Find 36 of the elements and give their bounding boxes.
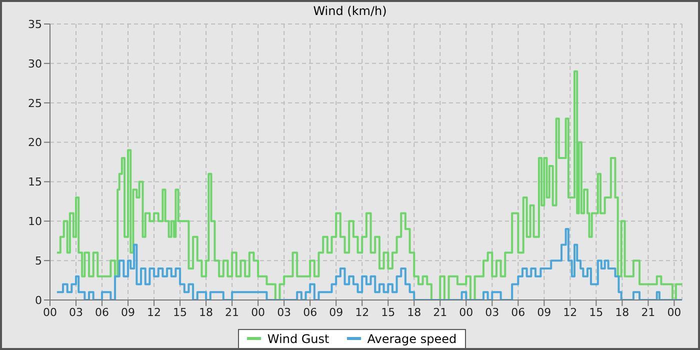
x-tick-label: 21 <box>433 306 448 319</box>
x-tick-label: 09 <box>329 306 344 319</box>
legend-label: Wind Gust <box>267 332 330 346</box>
x-tick-label: 21 <box>641 306 656 319</box>
x-tick-label: 18 <box>615 306 630 319</box>
y-tick-label: 10 <box>28 215 42 228</box>
x-tick-label: 15 <box>173 306 188 319</box>
x-tick-label: 15 <box>381 306 396 319</box>
x-tick-label: 09 <box>537 306 552 319</box>
y-tick-label: 0 <box>35 294 42 307</box>
x-tick-label: 12 <box>355 306 370 319</box>
x-tick-label: 21 <box>225 306 240 319</box>
chart-title: Wind (km/h) <box>312 4 388 18</box>
y-tick-label: 15 <box>28 176 42 189</box>
x-tick-label: 00 <box>251 306 266 319</box>
x-tick-label: 06 <box>303 306 318 319</box>
x-tick-label: 03 <box>69 306 84 319</box>
y-tick-label: 25 <box>28 96 42 110</box>
x-tick-label: 00 <box>667 306 682 319</box>
legend-label: Average speed <box>367 332 457 346</box>
y-tick-label: 20 <box>28 136 42 150</box>
x-tick-label: 18 <box>199 306 214 319</box>
y-tick-label: 5 <box>35 254 42 268</box>
x-tick-label: 18 <box>407 306 422 319</box>
x-tick-label: 15 <box>589 306 604 319</box>
x-tick-label: 03 <box>277 306 292 319</box>
x-tick-label: 12 <box>563 306 578 319</box>
x-tick-label: 06 <box>511 306 526 319</box>
y-tick-label: 30 <box>28 57 42 70</box>
x-tick-label: 12 <box>147 306 162 319</box>
y-tick-label: 35 <box>28 18 42 31</box>
x-tick-label: 00 <box>43 306 57 319</box>
x-tick-label: 00 <box>459 306 474 319</box>
x-tick-label: 03 <box>485 306 500 319</box>
x-tick-label: 06 <box>95 306 110 319</box>
x-tick-label: 09 <box>121 306 136 319</box>
